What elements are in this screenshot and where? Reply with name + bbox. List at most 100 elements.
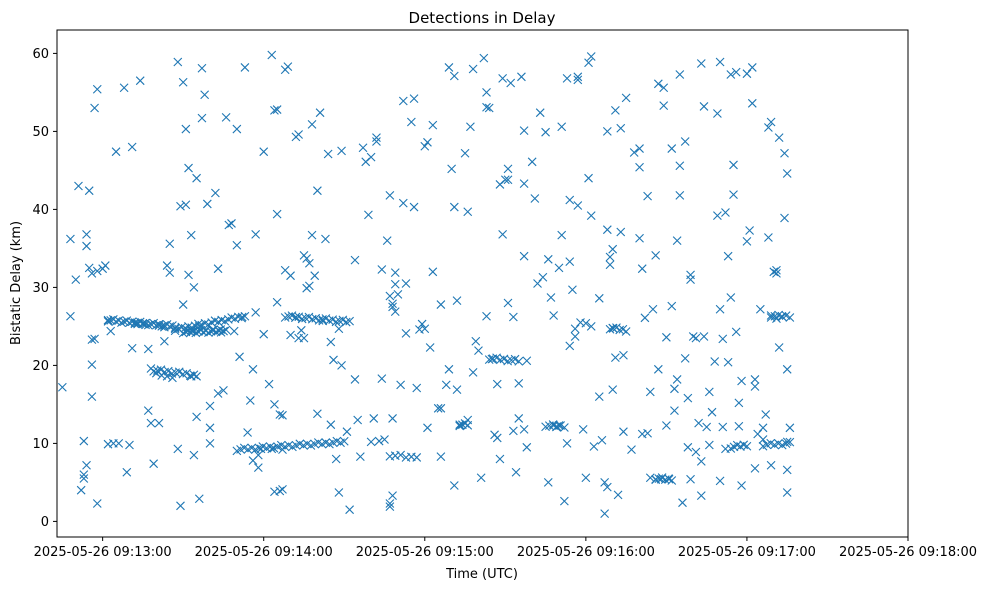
data-point — [127, 343, 137, 353]
data-point — [455, 420, 465, 430]
data-point — [447, 164, 457, 174]
data-point — [715, 304, 725, 314]
data-point — [355, 452, 365, 462]
data-point — [152, 366, 162, 375]
data-point — [388, 302, 397, 312]
x-tick-label: 2025-05-26 09:14:00 — [195, 545, 333, 560]
data-point — [272, 209, 282, 219]
data-point — [331, 454, 341, 464]
data-point — [444, 364, 454, 374]
data-point — [382, 236, 392, 245]
data-point — [449, 202, 459, 212]
data-point — [358, 143, 368, 153]
data-point — [200, 90, 210, 100]
data-point — [66, 311, 75, 321]
data-point — [691, 447, 701, 457]
data-point — [570, 324, 580, 334]
data-point — [92, 266, 102, 276]
data-point — [640, 313, 650, 323]
data-point — [758, 435, 768, 444]
data-point — [517, 72, 526, 82]
data-point — [772, 265, 781, 275]
data-point — [181, 124, 191, 134]
data-point — [388, 491, 397, 501]
data-point — [436, 300, 446, 309]
y-axis-ticks: 0 10 20 30 40 50 60 — [32, 47, 57, 530]
data-point — [176, 501, 185, 511]
data-point — [616, 123, 626, 133]
x-axis-label: Time (UTC) — [445, 567, 518, 582]
data-point — [615, 325, 625, 335]
x-tick-label: 2025-05-26 09:18:00 — [839, 545, 977, 560]
data-point — [283, 62, 293, 72]
data-point — [286, 330, 295, 340]
data-point — [240, 63, 250, 72]
data-point — [449, 71, 459, 81]
data-point — [565, 195, 575, 205]
data-point — [197, 113, 207, 123]
data-point — [573, 72, 583, 82]
y-tick-label: 10 — [32, 437, 49, 452]
data-point — [629, 148, 639, 157]
data-point — [670, 384, 679, 394]
data-point — [594, 293, 604, 303]
data-point — [750, 463, 760, 473]
data-point — [538, 272, 548, 282]
data-point — [785, 423, 795, 433]
data-point — [683, 442, 693, 452]
data-point — [586, 52, 596, 61]
data-point — [715, 476, 725, 486]
data-point — [474, 346, 483, 355]
data-point — [143, 320, 153, 330]
data-point — [482, 311, 491, 321]
data-point — [546, 293, 556, 302]
data-point — [484, 103, 494, 113]
data-point — [167, 369, 177, 378]
data-point — [621, 327, 631, 336]
data-point — [726, 293, 736, 302]
data-point — [659, 83, 669, 93]
data-point — [559, 496, 569, 506]
data-point — [92, 84, 102, 94]
data-point — [210, 188, 220, 198]
data-point — [157, 322, 167, 331]
data-point — [398, 198, 408, 208]
data-point — [715, 57, 725, 67]
data-point — [619, 350, 628, 360]
data-point — [339, 436, 349, 446]
data-point — [337, 361, 346, 370]
data-point — [460, 148, 470, 158]
data-point — [699, 332, 709, 341]
data-point — [764, 233, 773, 242]
data-point — [680, 137, 690, 146]
data-point — [385, 499, 395, 508]
data-point — [688, 332, 698, 341]
data-point — [372, 133, 381, 143]
data-point — [401, 329, 411, 338]
data-point — [232, 124, 242, 134]
y-tick-label: 60 — [32, 47, 49, 62]
data-point — [672, 375, 682, 384]
data-point — [377, 374, 387, 384]
data-point — [586, 322, 596, 331]
data-point — [600, 509, 610, 518]
data-point — [667, 476, 677, 485]
data-point — [364, 210, 373, 220]
data-point — [245, 396, 255, 405]
data-point — [106, 316, 116, 325]
data-point — [468, 64, 478, 74]
data-point — [385, 502, 395, 511]
data-point — [755, 304, 765, 314]
y-tick-label: 50 — [32, 125, 49, 140]
data-point — [135, 76, 145, 86]
data-point — [66, 234, 75, 244]
data-point — [202, 199, 212, 209]
data-point — [578, 424, 588, 434]
data-point — [401, 279, 411, 288]
y-tick-label: 40 — [32, 203, 49, 218]
data-point — [186, 230, 196, 240]
data-point — [425, 343, 435, 352]
data-point — [530, 194, 540, 203]
data-point — [390, 279, 400, 289]
data-point — [584, 58, 593, 68]
